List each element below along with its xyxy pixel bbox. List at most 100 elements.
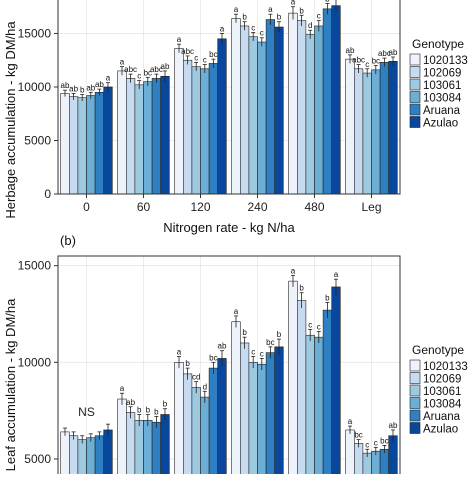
panel-a-bar-102069-60 bbox=[126, 78, 136, 195]
panel-a-legend-label: 1020133 bbox=[423, 55, 468, 67]
panel-b-significance-letter: bc bbox=[266, 338, 274, 347]
panel-b-bar-103061-480 bbox=[305, 334, 315, 479]
panel-a-significance-letter: bc bbox=[209, 50, 217, 59]
panel-b-bar-102069-480 bbox=[296, 300, 307, 479]
panel-a-x-tick-label: 240 bbox=[247, 200, 267, 214]
panel-a-legend-swatch bbox=[409, 91, 421, 103]
panel-b-significance-letter: c bbox=[317, 322, 321, 331]
panel-a-bar-azulao-0 bbox=[103, 86, 113, 195]
panel-a-bar-103061-leg bbox=[362, 72, 372, 195]
panel-a-bar-103084-leg bbox=[371, 69, 381, 195]
panel-b-bar-1020133-120 bbox=[174, 362, 184, 479]
panel-b-bar-azulao-120 bbox=[217, 358, 227, 479]
panel-b-legend-title: Genotype bbox=[412, 343, 464, 357]
panel-b-significance-letter: c bbox=[308, 320, 312, 329]
panel-a-legend: Genotype 1020133102069103061103084AruanaA… bbox=[409, 37, 468, 130]
panel-a-bar-azulao-120 bbox=[217, 38, 227, 195]
panel-b-bar-103061-120 bbox=[191, 387, 201, 479]
panel-a-significance-letter: bc bbox=[144, 68, 152, 77]
panel-a-significance-letter: d bbox=[308, 21, 312, 30]
panel-b-significance-letter: bc bbox=[209, 353, 217, 362]
panel-a-bar-aruana-480 bbox=[322, 8, 333, 195]
panel-b-significance-letter: b bbox=[163, 400, 168, 409]
panel-b-label: (b) bbox=[60, 233, 76, 248]
panel-a-bar-aruana-240 bbox=[265, 19, 276, 195]
panel-a-significance-letter: abc bbox=[352, 55, 365, 64]
panel-a-bar-azulao-480 bbox=[331, 5, 341, 195]
panel-a-significance-letter: abc bbox=[378, 49, 391, 58]
panel-b-significance-letter: b bbox=[146, 405, 151, 414]
panel-b-significance-letter: ab bbox=[218, 342, 227, 351]
panel-a-bar-aruana-leg bbox=[379, 62, 390, 195]
panel-a-bar-1020133-480 bbox=[288, 12, 298, 195]
panel-b-bar-103061-0 bbox=[77, 439, 87, 479]
panel-b-bar-103084-60 bbox=[143, 419, 153, 479]
panel-a-bar-102069-leg bbox=[353, 68, 364, 195]
panel-a-significance-letter: ab bbox=[389, 48, 398, 57]
panel-b-bar-103061-240 bbox=[248, 362, 258, 479]
panel-a-significance-letter: b bbox=[277, 13, 282, 22]
panel-b-significance-letter: a bbox=[177, 348, 182, 357]
panel-b-bar-102069-leg bbox=[353, 443, 364, 479]
panel-b-legend-swatch bbox=[409, 372, 421, 384]
panel-b-significance-letter: a bbox=[334, 270, 339, 279]
panel-b-legend-label: Azulao bbox=[423, 424, 458, 436]
panel-a-bar-102069-0 bbox=[69, 96, 79, 195]
panel-b-significance-letter: b bbox=[242, 328, 247, 337]
panel-a-bar-1020133-60 bbox=[117, 70, 127, 195]
panel-a-significance-letter: a bbox=[268, 5, 273, 14]
panel-b-significance-letter: b bbox=[154, 407, 159, 416]
panel-b-bar-1020133-0 bbox=[60, 431, 70, 479]
panel-a-bar-aruana-0 bbox=[94, 92, 104, 195]
panel-a-significance-letter: b bbox=[325, 0, 330, 3]
panel-a-legend-label: 102069 bbox=[423, 68, 461, 80]
panel-b-significance-letter: b bbox=[185, 359, 190, 368]
panel-a-bar-102069-240 bbox=[240, 25, 250, 195]
panel-a-significance-letter: c bbox=[317, 12, 321, 21]
panel-b-significance-letter: b bbox=[325, 293, 330, 302]
panel-b-y-ticks: 5000 10000 15000 bbox=[18, 259, 58, 466]
panel-a-significance-letter: a bbox=[177, 35, 182, 44]
panel-a-significance-letter: abc bbox=[124, 65, 137, 74]
panel-a-significance-letter: ab bbox=[161, 62, 170, 71]
panel-b-significance-letter: a bbox=[234, 307, 239, 316]
panel-a-legend-swatch bbox=[409, 78, 421, 91]
panel-a-frame bbox=[57, 0, 401, 195]
panel-b-significance-letter: a bbox=[291, 266, 296, 275]
panel-a-legend-swatch bbox=[409, 116, 421, 128]
panel-b-significance-letter: bc bbox=[380, 436, 388, 445]
panel-b-y-tick-label: 15000 bbox=[18, 259, 52, 273]
panel-a-significance-letter: a bbox=[120, 58, 125, 67]
panel-a-significance-letter: a bbox=[220, 24, 225, 33]
panel-b-bar-103084-480 bbox=[314, 336, 324, 479]
panel-a-bar-103061-60 bbox=[134, 84, 144, 195]
panel-b-significance-letter: c bbox=[260, 349, 264, 358]
panel-b-y-axis-title: Leaf accumulation - kg DM/ha bbox=[3, 298, 18, 471]
panel-a-y-tick-label: 0 bbox=[44, 187, 51, 201]
panel-a-significance-letter: a bbox=[234, 5, 239, 14]
panel-b-significance-letter: b bbox=[137, 405, 142, 414]
panel-b-bar-1020133-480 bbox=[288, 280, 298, 479]
panel-b-bar-103061-60 bbox=[134, 419, 144, 479]
panel-b-bar-azulao-480 bbox=[331, 286, 341, 479]
panel-a-bar-103061-0 bbox=[77, 97, 87, 195]
panel-b-legend-swatch bbox=[409, 409, 421, 422]
panel-b-bar-103084-240 bbox=[257, 363, 267, 479]
panel-a-y-tick-label: 15000 bbox=[18, 26, 52, 40]
panel-a-y-tick-label: 5000 bbox=[24, 133, 51, 147]
panel-b-bar-azulao-0 bbox=[103, 429, 113, 479]
panel-b-bar-aruana-120 bbox=[208, 367, 219, 479]
panel-a-significance-letter: b bbox=[299, 6, 304, 15]
panel-b-significance-letter: c bbox=[251, 348, 255, 357]
panel-b-bar-102069-120 bbox=[183, 373, 193, 479]
panel-b-bar-azulao-60 bbox=[160, 414, 170, 479]
panel-a-bar-102069-120 bbox=[183, 59, 193, 195]
panel-a-legend-label: Azulao bbox=[423, 118, 458, 130]
panel-a-significance-letter: ab bbox=[69, 84, 78, 93]
panel-b-y-tick-label: 5000 bbox=[24, 452, 51, 466]
panel-b-bar-1020133-leg bbox=[345, 429, 355, 479]
panel-a-bar-aruana-60 bbox=[151, 78, 162, 195]
panel-a-x-tick-label: Leg bbox=[361, 200, 381, 214]
